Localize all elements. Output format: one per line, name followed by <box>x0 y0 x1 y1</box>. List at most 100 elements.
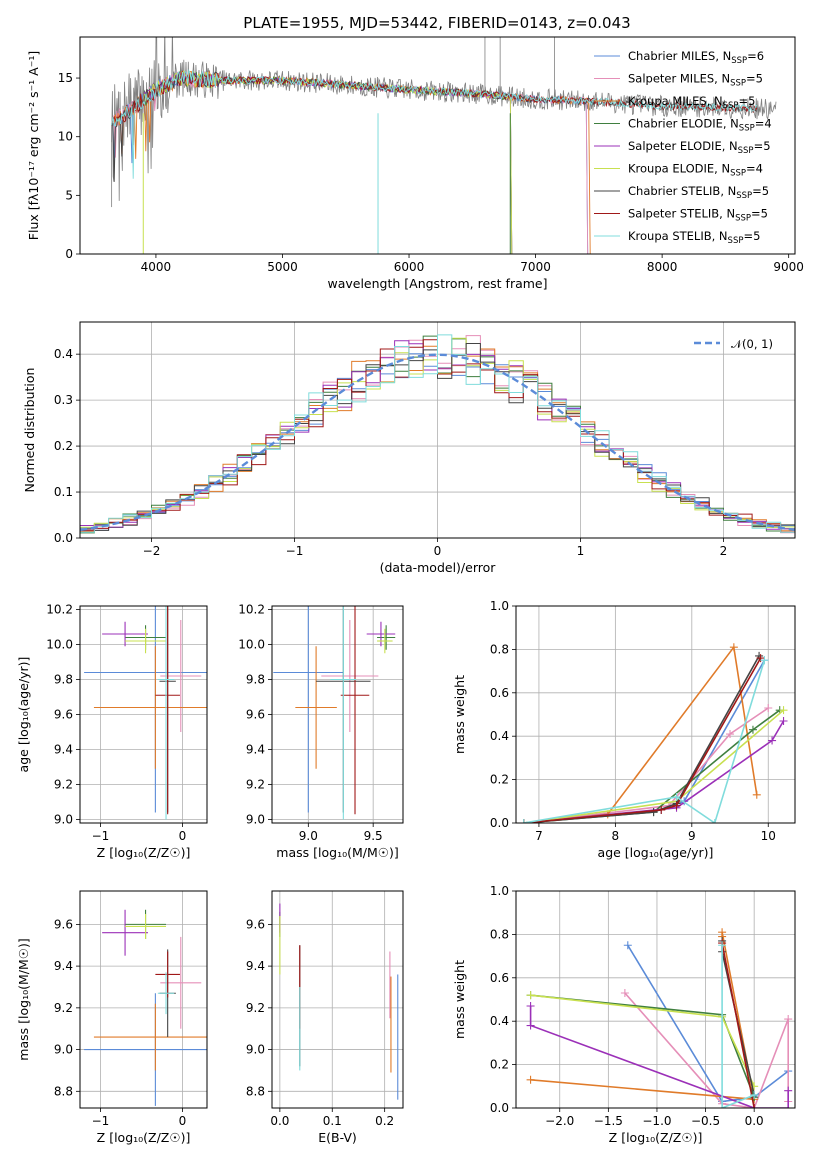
plot-area <box>80 334 795 534</box>
x-tick-label: 1 <box>577 544 585 558</box>
y-tick-label: 9.0 <box>246 1043 265 1057</box>
x-tick-label: −1 <box>92 1114 110 1128</box>
y-tick-label: 9.0 <box>54 813 73 827</box>
plot-area <box>273 606 396 820</box>
y-tick-label: 0.0 <box>490 816 509 830</box>
x-axis-label: wavelength [Angstrom, rest frame] <box>327 276 547 291</box>
y-tick-label: 9.2 <box>54 1001 73 1015</box>
axes-frame <box>515 890 796 1109</box>
weight-line-kroupa-stelib <box>721 945 755 1108</box>
y-tick-label: 10.2 <box>46 603 73 617</box>
errorbar-kroupa-miles <box>295 646 337 769</box>
errorbar-kroupa-elodie <box>125 628 167 654</box>
legend-entry: Kroupa STELIB, NSSP=5 <box>628 229 760 246</box>
x-tick-label: 8 <box>612 829 620 843</box>
y-axis-label: mass [log₁₀(M/M☉)] <box>16 938 31 1060</box>
y-tick-label: 0.2 <box>54 439 73 453</box>
x-tick-label: −2.0 <box>545 1114 574 1128</box>
panel-age-vs-Z: −1 0 9.0 9.2 9.4 9.6 9.8 10.0 10.2 Z [log₁₀(Z/Z☉)… <box>16 603 208 860</box>
weight-line-salpeter-stelib <box>721 942 755 1108</box>
x-tick-label: 2 <box>720 544 728 558</box>
normal-curve <box>80 353 795 532</box>
x-axis-label: Z [log₁₀(Z/Z☉)] <box>97 845 191 860</box>
x-axis-label: Z [log₁₀(Z/Z☉)] <box>609 1130 703 1145</box>
y-tick-label: 0.0 <box>490 1101 509 1115</box>
y-axis-label: age [log₁₀(age/yr)] <box>16 657 31 773</box>
y-tick-label: 9.6 <box>54 708 73 722</box>
y-tick-label: 9.0 <box>54 1043 73 1057</box>
y-tick-label: 0 <box>65 247 73 261</box>
y-tick-label: 9.2 <box>246 1001 265 1015</box>
weight-marker <box>672 792 681 801</box>
legend-entry: Salpeter ELODIE, NSSP=5 <box>628 139 771 156</box>
legend: Chabrier MILES, NSSP=6 Salpeter MILES, NS… <box>594 49 772 246</box>
weight-marker <box>526 1021 535 1030</box>
y-tick-label: 0.4 <box>54 347 73 361</box>
errorbar-chabrier-miles <box>273 606 344 813</box>
weight-marker <box>768 736 777 745</box>
model-kroupa-stelib-line <box>111 68 758 179</box>
y-tick-label: 9.6 <box>246 708 265 722</box>
y-tick-label: 9.6 <box>246 917 265 931</box>
plot-area <box>84 606 207 820</box>
panel-age-vs-mass: 9.0 9.5 9.0 9.2 9.4 9.6 9.8 10.0 10.2 mass [log₁₀… <box>238 603 404 860</box>
y-tick-label: 0.1 <box>54 485 73 499</box>
weight-marker <box>729 643 738 652</box>
errorbar-salpeter-stelib <box>155 606 180 815</box>
x-tick-label: 9.0 <box>299 829 318 843</box>
x-tick-label: 6000 <box>394 260 425 274</box>
axes-frame <box>271 890 404 1109</box>
plot-area <box>526 928 793 1108</box>
panel-spectrum: Chabrier MILES, NSSP=6 Salpeter MILES, NS… <box>26 36 804 291</box>
y-tick-label: 9.6 <box>54 917 73 931</box>
weight-line-kroupa-stelib <box>523 660 766 823</box>
panel-residual-histogram: 𝒩(0, 1) −2 −1 0 1 2 0.0 0.1 0.2 0.3 0.4 (data-model… <box>22 321 796 575</box>
x-axis-label: mass [log₁₀(M/M☉)] <box>276 845 398 860</box>
errorbar-kroupa-stelib <box>330 606 357 820</box>
errorbar-kroupa-stelib <box>157 972 175 1015</box>
x-tick-label: 9000 <box>773 260 804 274</box>
y-tick-label: 1.0 <box>490 599 509 613</box>
x-tick-label: 0.0 <box>745 1114 764 1128</box>
legend-entry: Kroupa MILES, NSSP=5 <box>628 94 755 111</box>
x-tick-label: 0 <box>179 1114 187 1128</box>
y-tick-label: 0.6 <box>490 971 509 985</box>
errorbar-kroupa-miles <box>93 1003 207 1071</box>
x-tick-label: 0.1 <box>323 1114 342 1128</box>
weight-marker <box>784 1086 793 1095</box>
y-tick-label: 10.0 <box>238 638 265 652</box>
weight-line-salpeter-stelib <box>523 657 762 823</box>
y-tick-label: 0.8 <box>490 642 509 656</box>
y-tick-label: 8.8 <box>246 1084 265 1098</box>
x-tick-label: 10 <box>761 829 776 843</box>
weight-marker <box>718 1104 727 1108</box>
figure-title: PLATE=1955, MJD=53442, FIBERID=0143, z=0… <box>243 14 630 32</box>
x-tick-label: 9.5 <box>364 829 383 843</box>
plot-area <box>279 903 399 1100</box>
plot-area <box>84 909 207 1106</box>
x-axis-label: Z [log₁₀(Z/Z☉)] <box>97 1130 191 1145</box>
weight-marker <box>726 730 735 739</box>
legend-entry: Salpeter MILES, NSSP=5 <box>628 72 763 89</box>
weight-line-salpeter-miles <box>624 992 789 1108</box>
weight-marker <box>779 717 788 726</box>
plot-area <box>111 37 777 254</box>
x-tick-label: 0.2 <box>375 1114 394 1128</box>
y-tick-label: 10 <box>58 130 73 144</box>
weight-marker <box>750 1090 759 1099</box>
weight-marker <box>657 805 666 814</box>
legend-entry: Chabrier ELODIE, NSSP=4 <box>628 117 772 134</box>
y-tick-label: 1.0 <box>490 884 509 898</box>
weight-marker <box>623 941 632 950</box>
weight-marker <box>620 988 629 997</box>
panels: Chabrier MILES, NSSP=6 Salpeter MILES, NS… <box>16 36 804 1145</box>
panel-mass-vs-EBV: 0.0 0.1 0.2 8.8 9.0 9.2 9.4 9.6 E(B-V) <box>246 890 404 1145</box>
x-tick-label: 4000 <box>141 260 172 274</box>
legend-entry: Chabrier MILES, NSSP=6 <box>628 49 764 66</box>
weight-marker <box>710 819 719 823</box>
x-tick-label: 7 <box>535 829 543 843</box>
errorbar-chabrier-elodie <box>377 625 396 650</box>
y-tick-label: 15 <box>58 71 73 85</box>
y-tick-label: 0.8 <box>490 927 509 941</box>
weight-marker <box>779 706 788 715</box>
